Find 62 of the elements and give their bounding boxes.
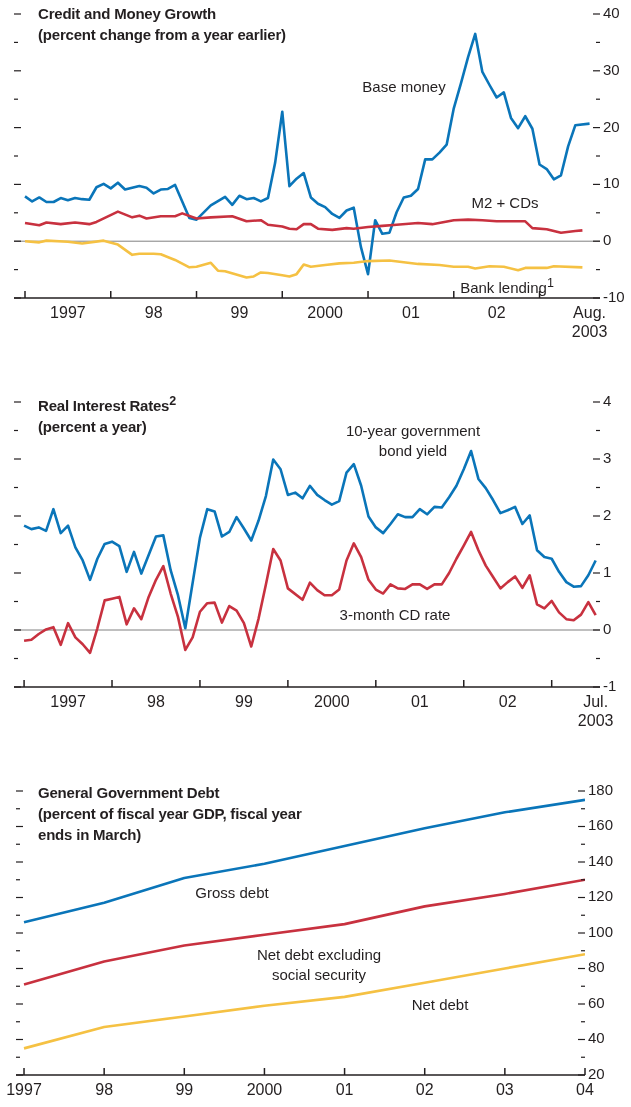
y-tick-label: 140 xyxy=(588,851,614,869)
x-tick-label: 98 xyxy=(95,1081,114,1098)
x-tick-label: 01 xyxy=(410,693,429,710)
y-tick-label: 40 xyxy=(603,3,620,21)
y-tick-label: 0 xyxy=(603,231,612,249)
x-tick-label: 1997 xyxy=(6,1081,42,1098)
x-tick-label: 01 xyxy=(335,1081,354,1098)
series-label: Gross debt xyxy=(194,883,270,903)
text: (percent a year) xyxy=(38,418,147,435)
y-tick-label: 30 xyxy=(603,60,620,78)
x-tick-label: 98 xyxy=(144,304,163,321)
y-tick-label: 40 xyxy=(588,1029,605,1047)
y-tick-label: -1 xyxy=(603,676,617,694)
series-label: Bank lending$^{1}$ xyxy=(459,274,555,298)
line-series xyxy=(23,210,584,234)
x-tick-label: 99 xyxy=(230,304,249,321)
text: (percent of fiscal year GDP, fiscal year ends in March) xyxy=(38,804,303,845)
y-tick-label: 60 xyxy=(588,993,605,1011)
y-tick-label: -10 xyxy=(603,287,625,305)
x-tick-label: 1997 xyxy=(50,693,86,710)
x-tick-label: 02 xyxy=(498,693,517,710)
x-tick-label: 1997 xyxy=(50,304,86,321)
y-tick-label: 20 xyxy=(588,1064,605,1082)
x-tick-label: 2000 xyxy=(314,693,350,710)
x-tick-label: Aug. 2003 xyxy=(571,304,608,340)
y-tick-label: 180 xyxy=(588,780,614,798)
series-label: Net debt xyxy=(410,995,470,1015)
line-series xyxy=(23,239,584,279)
text: (percent change from a year earlier) xyxy=(38,25,287,45)
y-tick-label: 0 xyxy=(603,619,612,637)
line-series xyxy=(22,798,585,924)
x-tick-label: 01 xyxy=(402,304,420,321)
y-tick-label: 1 xyxy=(603,562,612,580)
x-tick-label: 98 xyxy=(147,693,165,710)
x-tick-label: 2000 xyxy=(307,304,344,321)
y-tick-label: 2 xyxy=(603,505,612,523)
x-tick-label: 02 xyxy=(415,1081,434,1098)
x-tick-label: 99 xyxy=(235,693,253,710)
series-label: 10-year government bond yield xyxy=(344,421,482,461)
x-tick-label: 02 xyxy=(487,304,506,321)
y-tick-label: 100 xyxy=(588,922,614,940)
line-series xyxy=(22,530,597,655)
series-label: Base money xyxy=(361,77,447,97)
y-tick-label: 20 xyxy=(603,117,620,135)
y-tick-label: 80 xyxy=(588,958,605,976)
series-label: Net debt excluding social security xyxy=(255,945,383,985)
series-label: 3-month CD rate xyxy=(338,605,452,625)
chart-title: General Government Debt xyxy=(38,783,221,803)
x-tick-label: 2000 xyxy=(246,1081,283,1098)
chart-title: Real Interest Rates$^{2}$ xyxy=(38,393,178,416)
chart-title: Credit and Money Growth xyxy=(38,4,217,24)
y-tick-label: 4 xyxy=(603,391,612,409)
x-tick-label: 04 xyxy=(576,1081,594,1098)
x-tick-label: 99 xyxy=(175,1081,194,1098)
y-tick-label: 160 xyxy=(588,816,614,834)
x-tick-label: 03 xyxy=(495,1081,514,1098)
x-tick-label: Jul. 2003 xyxy=(577,693,614,729)
y-tick-label: 3 xyxy=(603,448,612,466)
series-label: M2 + CDs xyxy=(470,193,540,213)
y-tick-label: 10 xyxy=(603,174,620,192)
y-tick-label: 120 xyxy=(588,887,614,905)
line-series xyxy=(22,878,585,986)
